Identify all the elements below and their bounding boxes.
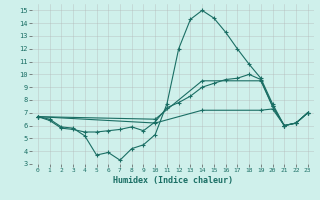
X-axis label: Humidex (Indice chaleur): Humidex (Indice chaleur) — [113, 176, 233, 185]
